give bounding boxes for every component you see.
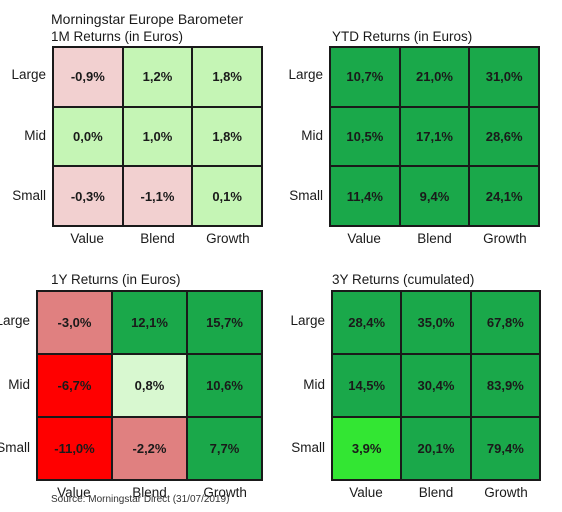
- return-cell: -0,9%: [53, 47, 123, 107]
- returns-grid: -3,0% 12,1% 15,7% -6,7% 0,8% 10,6% -11,0% -2,2%…: [36, 290, 263, 481]
- return-cell: 0,8%: [112, 354, 187, 417]
- column-label: Blend: [132, 485, 167, 500]
- return-cell: -3,0%: [37, 291, 112, 354]
- return-cell: 31,0%: [469, 47, 539, 107]
- return-cell: 28,6%: [469, 106, 539, 167]
- returns-grid: 28,4% 35,0% 67,8% 14,5% 30,4% 83,9% 3,9% 20,1% 7…: [331, 290, 541, 481]
- return-cell: 83,9%: [470, 354, 540, 417]
- return-cell: -6,7%: [37, 354, 112, 417]
- return-cell: 10,5%: [330, 106, 400, 167]
- column-label: Blend: [417, 231, 452, 246]
- return-cell: -2,2%: [112, 417, 187, 480]
- column-label: Value: [347, 231, 381, 246]
- row-label: Mid: [8, 376, 30, 392]
- column-label: Blend: [140, 231, 175, 246]
- panel-title: YTD Returns (in Euros): [332, 29, 473, 44]
- row-label: Small: [0, 440, 30, 456]
- return-cell: 67,8%: [470, 291, 540, 354]
- panel-title: 1M Returns (in Euros): [51, 29, 184, 44]
- return-cell: 1,0%: [122, 106, 193, 167]
- return-cell: 14,5%: [332, 354, 402, 417]
- return-cell: 7,7%: [187, 417, 262, 480]
- return-cell: 35,0%: [401, 291, 471, 354]
- return-cell: 24,1%: [469, 166, 539, 226]
- return-cell: 12,1%: [112, 291, 187, 354]
- row-label: Small: [12, 187, 46, 203]
- column-label: Growth: [206, 231, 250, 246]
- return-cell: 0,0%: [53, 106, 123, 167]
- column-label: Growth: [203, 485, 247, 500]
- return-cell: 10,7%: [330, 47, 400, 107]
- return-cell: 3,9%: [332, 417, 402, 480]
- row-label: Mid: [303, 376, 325, 392]
- return-cell: 21,0%: [399, 47, 470, 107]
- row-label: Small: [291, 440, 325, 456]
- return-cell: 1,8%: [192, 47, 262, 107]
- return-cell: 20,1%: [401, 417, 471, 480]
- row-label: Large: [288, 67, 323, 83]
- column-label: Value: [70, 231, 104, 246]
- column-label: Growth: [483, 231, 527, 246]
- return-cell: 10,6%: [187, 354, 262, 417]
- return-cell: 15,7%: [187, 291, 262, 354]
- returns-grid: -0,9% 1,2% 1,8% 0,0% 1,0% 1,8% -0,3% -1,1% 0,1%: [52, 46, 263, 227]
- row-label: Large: [290, 312, 325, 328]
- return-cell: 79,4%: [470, 417, 540, 480]
- row-label: Large: [11, 67, 46, 83]
- row-label: Mid: [24, 127, 46, 143]
- panel-title: 1Y Returns (in Euros): [51, 272, 181, 287]
- return-cell: 11,4%: [330, 166, 400, 226]
- return-cell: -1,1%: [122, 166, 193, 226]
- barometer-title: Morningstar Europe Barometer: [51, 11, 244, 27]
- column-label: Growth: [484, 485, 528, 500]
- return-cell: 1,8%: [192, 106, 262, 167]
- return-cell: -11,0%: [37, 417, 112, 480]
- row-label: Large: [0, 312, 30, 328]
- return-cell: 1,2%: [122, 47, 193, 107]
- row-label: Small: [289, 187, 323, 203]
- source-note: Source: Morningstar Direct (31/07/2019): [51, 494, 230, 505]
- panel-title: 3Y Returns (cumulated): [332, 272, 475, 287]
- return-cell: 9,4%: [399, 166, 470, 226]
- return-cell: 17,1%: [399, 106, 470, 167]
- row-label: Mid: [301, 127, 323, 143]
- column-label: Blend: [418, 485, 454, 500]
- column-label: Value: [57, 485, 91, 500]
- returns-grid: 10,7% 21,0% 31,0% 10,5% 17,1% 28,6% 11,4% 9,4% 2…: [329, 46, 540, 227]
- return-cell: -0,3%: [53, 166, 123, 226]
- column-label: Value: [349, 485, 383, 500]
- return-cell: 30,4%: [401, 354, 471, 417]
- return-cell: 28,4%: [332, 291, 402, 354]
- return-cell: 0,1%: [192, 166, 262, 226]
